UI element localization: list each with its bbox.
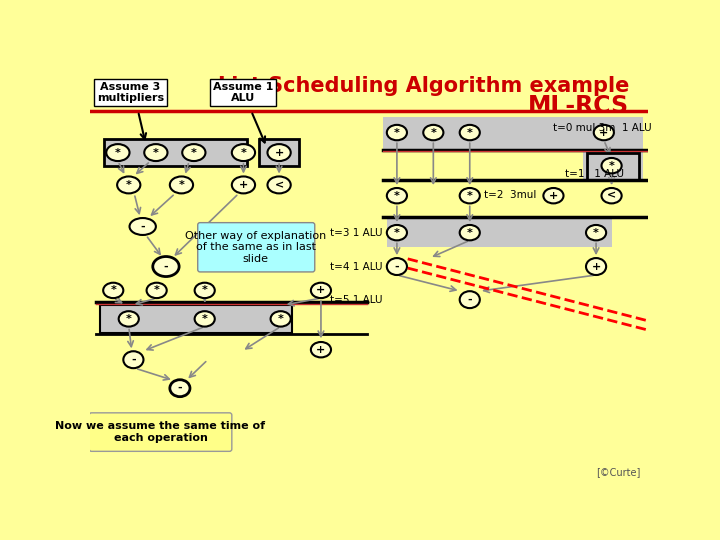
Text: +: + [599, 127, 608, 138]
Text: -: - [140, 221, 145, 232]
Ellipse shape [123, 351, 143, 368]
Ellipse shape [232, 144, 255, 161]
Text: t=3 1 ALU: t=3 1 ALU [330, 228, 383, 238]
Ellipse shape [601, 188, 621, 204]
Ellipse shape [267, 177, 291, 193]
Text: *: * [278, 314, 284, 324]
Text: +: + [549, 191, 558, 201]
Text: *: * [202, 286, 207, 295]
Text: *: * [593, 228, 599, 238]
Text: *: * [191, 147, 197, 158]
Ellipse shape [459, 188, 480, 204]
Ellipse shape [107, 144, 130, 161]
Text: -: - [467, 295, 472, 305]
Text: +: + [316, 345, 325, 355]
Text: *: * [110, 286, 116, 295]
FancyBboxPatch shape [89, 413, 232, 451]
Text: +: + [591, 261, 600, 272]
Text: Assume 1
ALU: Assume 1 ALU [213, 82, 274, 103]
Text: *: * [202, 314, 207, 324]
Ellipse shape [387, 225, 407, 240]
Text: t=1   1 ALU: t=1 1 ALU [565, 169, 624, 179]
Text: *: * [467, 228, 473, 238]
FancyBboxPatch shape [198, 222, 315, 272]
Text: -: - [163, 261, 168, 272]
Text: ML-RCS: ML-RCS [528, 94, 629, 118]
Text: +: + [274, 147, 284, 158]
Ellipse shape [459, 225, 480, 240]
Ellipse shape [232, 177, 255, 193]
Text: [©Curte]: [©Curte] [596, 467, 640, 477]
Bar [104, 139, 248, 166]
Text: *: * [394, 228, 400, 238]
Text: *: * [115, 147, 121, 158]
Ellipse shape [423, 125, 444, 140]
Text: *: * [126, 180, 132, 190]
Ellipse shape [311, 283, 331, 298]
Ellipse shape [170, 380, 190, 397]
Text: <: < [274, 180, 284, 190]
Ellipse shape [267, 144, 291, 161]
Ellipse shape [170, 177, 193, 193]
Text: *: * [240, 147, 246, 158]
Text: Other way of explanation
of the same as in last
slide: Other way of explanation of the same as … [185, 231, 326, 264]
Text: t=0 mul 3m  1 ALU: t=0 mul 3m 1 ALU [554, 123, 652, 133]
Text: *: * [394, 191, 400, 201]
Text: *: * [153, 147, 159, 158]
Text: -: - [395, 261, 399, 272]
Ellipse shape [119, 311, 139, 327]
Text: *: * [431, 127, 436, 138]
Text: *: * [394, 127, 400, 138]
Text: *: * [467, 191, 473, 201]
Ellipse shape [144, 144, 168, 161]
Text: t=5 1 ALU: t=5 1 ALU [330, 295, 383, 305]
Text: +: + [239, 180, 248, 190]
Ellipse shape [586, 258, 606, 275]
Ellipse shape [459, 291, 480, 308]
Text: -: - [131, 355, 135, 365]
Text: <: < [607, 191, 616, 201]
Ellipse shape [103, 283, 123, 298]
Text: *: * [126, 314, 132, 324]
Ellipse shape [194, 283, 215, 298]
Ellipse shape [194, 311, 215, 327]
Text: *: * [467, 127, 473, 138]
Bar [387, 219, 611, 247]
Ellipse shape [117, 177, 140, 193]
Ellipse shape [271, 311, 291, 327]
Ellipse shape [459, 125, 480, 140]
Ellipse shape [544, 188, 564, 204]
Text: List Scheduling Algorithm example: List Scheduling Algorithm example [217, 76, 629, 96]
Text: *: * [179, 180, 184, 190]
Ellipse shape [387, 188, 407, 204]
Text: Now we assume the same time of
each operation: Now we assume the same time of each oper… [55, 421, 266, 443]
Text: *: * [608, 161, 614, 171]
Ellipse shape [311, 342, 331, 357]
Text: Assume 3
multipliers: Assume 3 multipliers [96, 82, 164, 103]
Text: t=2  3mul: t=2 3mul [484, 190, 536, 200]
Bar [383, 117, 642, 150]
Bar [100, 305, 292, 333]
Ellipse shape [130, 218, 156, 235]
Ellipse shape [153, 256, 179, 276]
Text: -: - [178, 383, 182, 393]
Ellipse shape [387, 125, 407, 140]
Ellipse shape [387, 258, 407, 275]
Bar [259, 139, 300, 166]
Text: +: + [316, 286, 325, 295]
Ellipse shape [147, 283, 167, 298]
Ellipse shape [594, 125, 614, 140]
Ellipse shape [586, 225, 606, 240]
Bar [583, 151, 644, 180]
Bar [587, 153, 639, 179]
Text: *: * [153, 286, 160, 295]
Text: t=4 1 ALU: t=4 1 ALU [330, 261, 383, 272]
Ellipse shape [182, 144, 205, 161]
Ellipse shape [601, 158, 621, 173]
